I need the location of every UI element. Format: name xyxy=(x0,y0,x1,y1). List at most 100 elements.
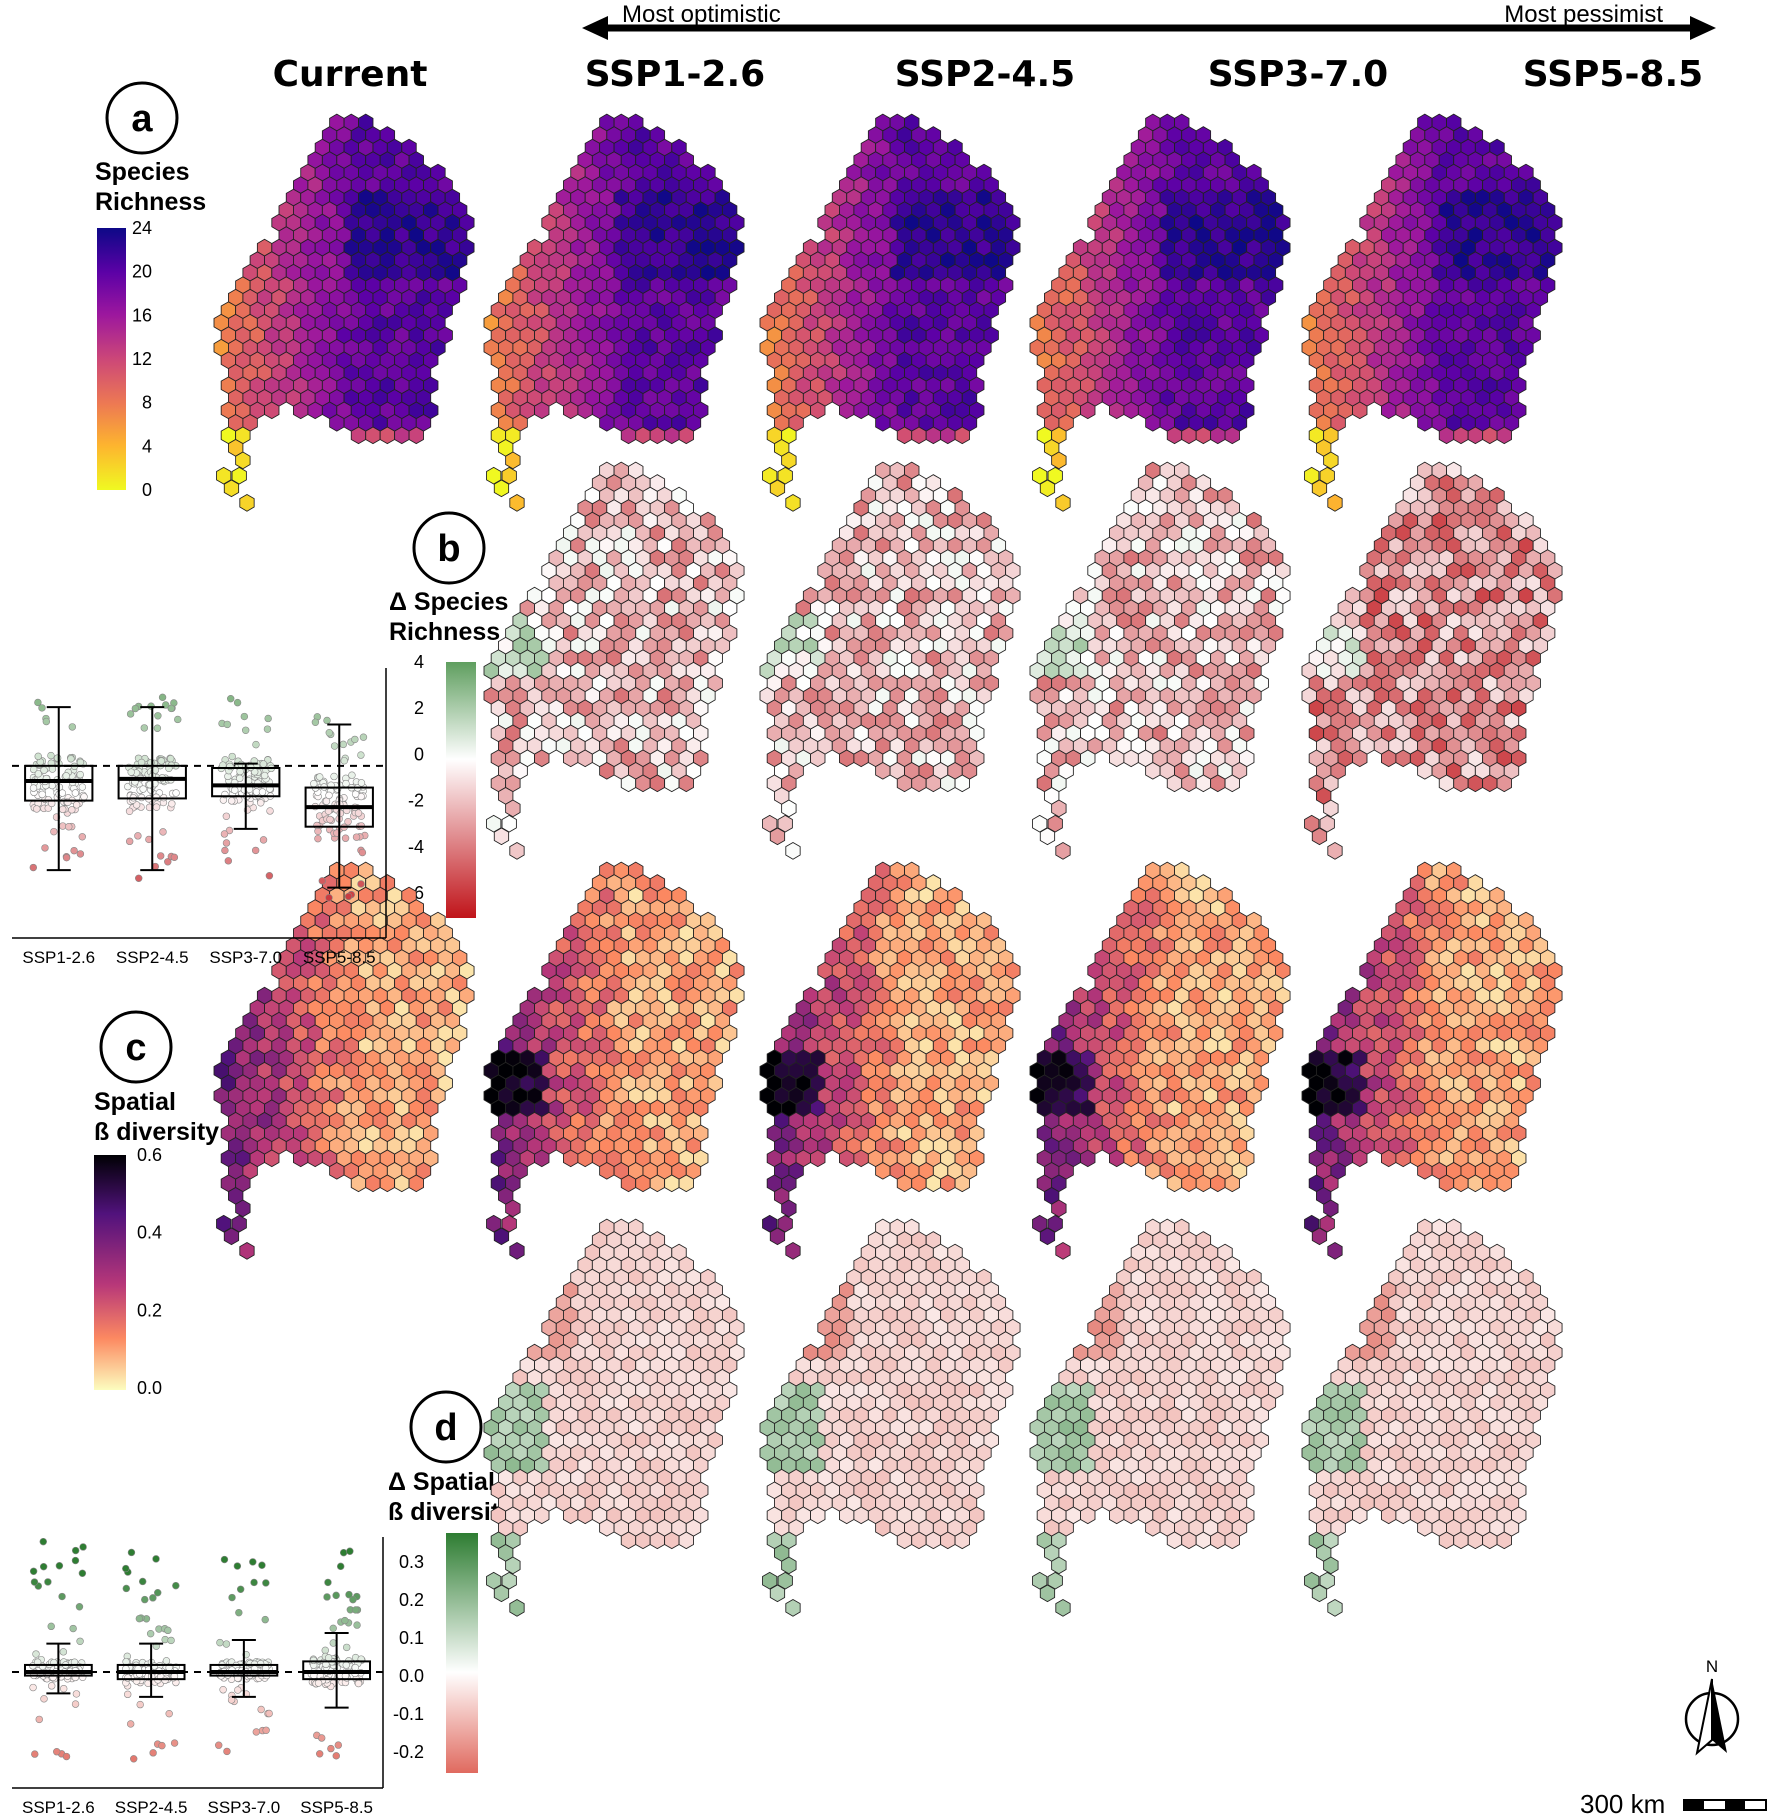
map-d-1 xyxy=(483,1218,745,1617)
hex-cell xyxy=(599,1161,615,1180)
hex-cell xyxy=(925,774,942,793)
hex-cell xyxy=(911,774,927,793)
hex-cell xyxy=(664,426,680,445)
panel-letter-c: c xyxy=(99,1010,173,1084)
column-header-current: Current xyxy=(273,54,428,95)
hex-cell xyxy=(781,799,797,818)
hex-cell xyxy=(925,426,942,445)
hex-cell xyxy=(1032,814,1048,833)
hex-cell xyxy=(365,1174,381,1193)
hex-cell xyxy=(664,1174,680,1193)
hex-cell xyxy=(875,761,891,780)
hex-cell xyxy=(1166,774,1183,793)
legend-a-tick-label: 16 xyxy=(132,305,152,325)
legend-c-tick-label: 0.0 xyxy=(137,1378,162,1398)
hex-cell xyxy=(635,1174,651,1193)
hex-cell xyxy=(350,426,367,445)
hex-cell xyxy=(505,1199,521,1218)
map-a-1 xyxy=(483,113,745,512)
hex-cell xyxy=(1051,1199,1067,1218)
hex-cell xyxy=(379,1174,396,1193)
hex-cell xyxy=(1047,466,1063,485)
map-a-2 xyxy=(759,113,1021,512)
hex-cell xyxy=(216,466,232,485)
hex-cell xyxy=(785,494,801,512)
hex-cell xyxy=(486,1214,502,1233)
hex-cell xyxy=(1323,799,1339,818)
legend-a-tick-label: 8 xyxy=(142,393,152,413)
hex-cell xyxy=(1123,1149,1139,1168)
hex-cell xyxy=(620,426,637,445)
hex-cell xyxy=(493,479,510,498)
hex-cell xyxy=(1327,842,1343,860)
legend-a-tick-label: 4 xyxy=(142,436,152,456)
map-b-3 xyxy=(1029,461,1291,860)
hex-cell xyxy=(501,814,517,833)
hex-cell xyxy=(875,1161,891,1180)
legend-b-tick-label: 0 xyxy=(414,744,424,764)
legend-delta-spatial-beta-diversity: Δ Spatial ß diversity 0.30.20.10.0-0.1-0… xyxy=(388,1468,513,1773)
hex-cell xyxy=(1352,749,1368,768)
hex-cell xyxy=(1210,426,1226,445)
legend-spatial-beta-diversity: Spatial ß diversity 0.60.40.20.0 xyxy=(94,1088,219,1398)
arrow-right-label: Most pessimist xyxy=(1504,1,1663,28)
hex-cell xyxy=(577,401,593,420)
hex-cell xyxy=(1323,1199,1339,1218)
hex-cell xyxy=(486,814,502,833)
map-b-1 xyxy=(483,461,745,860)
hex-cell xyxy=(1123,749,1139,768)
hex-cell xyxy=(1109,401,1125,420)
hex-cell xyxy=(762,814,778,833)
scenario-arrow: Most optimistic Most pessimist xyxy=(582,1,1716,40)
hex-cell xyxy=(1395,749,1411,768)
hex-cell xyxy=(505,451,521,470)
hex-cell xyxy=(769,479,786,498)
hex-cell xyxy=(1055,842,1071,860)
panel-letter-d: d xyxy=(409,1390,483,1464)
map-c-4 xyxy=(1301,861,1563,1260)
hex-cell xyxy=(620,774,637,793)
hex-cell xyxy=(620,1174,637,1193)
hex-cell xyxy=(1080,401,1096,420)
map-b-4 xyxy=(1301,461,1563,860)
hex-cell xyxy=(896,774,913,793)
hex-cell xyxy=(1395,1149,1411,1168)
hex-cell xyxy=(896,1174,913,1193)
hex-cell xyxy=(762,466,778,485)
hex-cell xyxy=(1224,1174,1240,1193)
hex-cell xyxy=(1109,1149,1125,1168)
hex-cell xyxy=(954,774,970,793)
legend-d-tick-label: 0.3 xyxy=(399,1552,424,1572)
hex-cell xyxy=(1304,1214,1320,1233)
hex-cell xyxy=(1496,426,1512,445)
hex-cell xyxy=(762,1214,778,1233)
hex-cell xyxy=(781,1199,797,1218)
legend-d-tick-label: -0.2 xyxy=(393,1742,424,1762)
hex-cell xyxy=(635,426,651,445)
hex-cell xyxy=(1417,1161,1433,1180)
hex-cell xyxy=(599,413,615,432)
hex-cell xyxy=(1032,466,1048,485)
hex-cell xyxy=(1467,426,1484,445)
map-c-2 xyxy=(759,861,1021,1260)
hex-cell xyxy=(664,774,680,793)
hex-cell xyxy=(394,426,410,445)
hex-cell xyxy=(1319,814,1335,833)
hex-cell xyxy=(678,774,694,793)
hex-cell xyxy=(509,842,525,860)
hex-cell xyxy=(896,426,913,445)
hex-cell xyxy=(1381,1149,1397,1168)
hex-cell xyxy=(954,1174,970,1193)
hex-cell xyxy=(1145,761,1161,780)
hex-cell xyxy=(940,426,956,445)
hex-cell xyxy=(1195,426,1212,445)
hex-cell xyxy=(1395,401,1411,420)
hex-cell xyxy=(563,749,579,768)
legend-a-tick-label: 12 xyxy=(132,349,152,369)
hex-cell xyxy=(563,401,579,420)
hex-cell xyxy=(1181,426,1197,445)
hex-cell xyxy=(1055,1242,1071,1260)
hex-cell xyxy=(231,466,247,485)
hex-cell xyxy=(577,749,593,768)
hex-cell xyxy=(1055,494,1071,512)
